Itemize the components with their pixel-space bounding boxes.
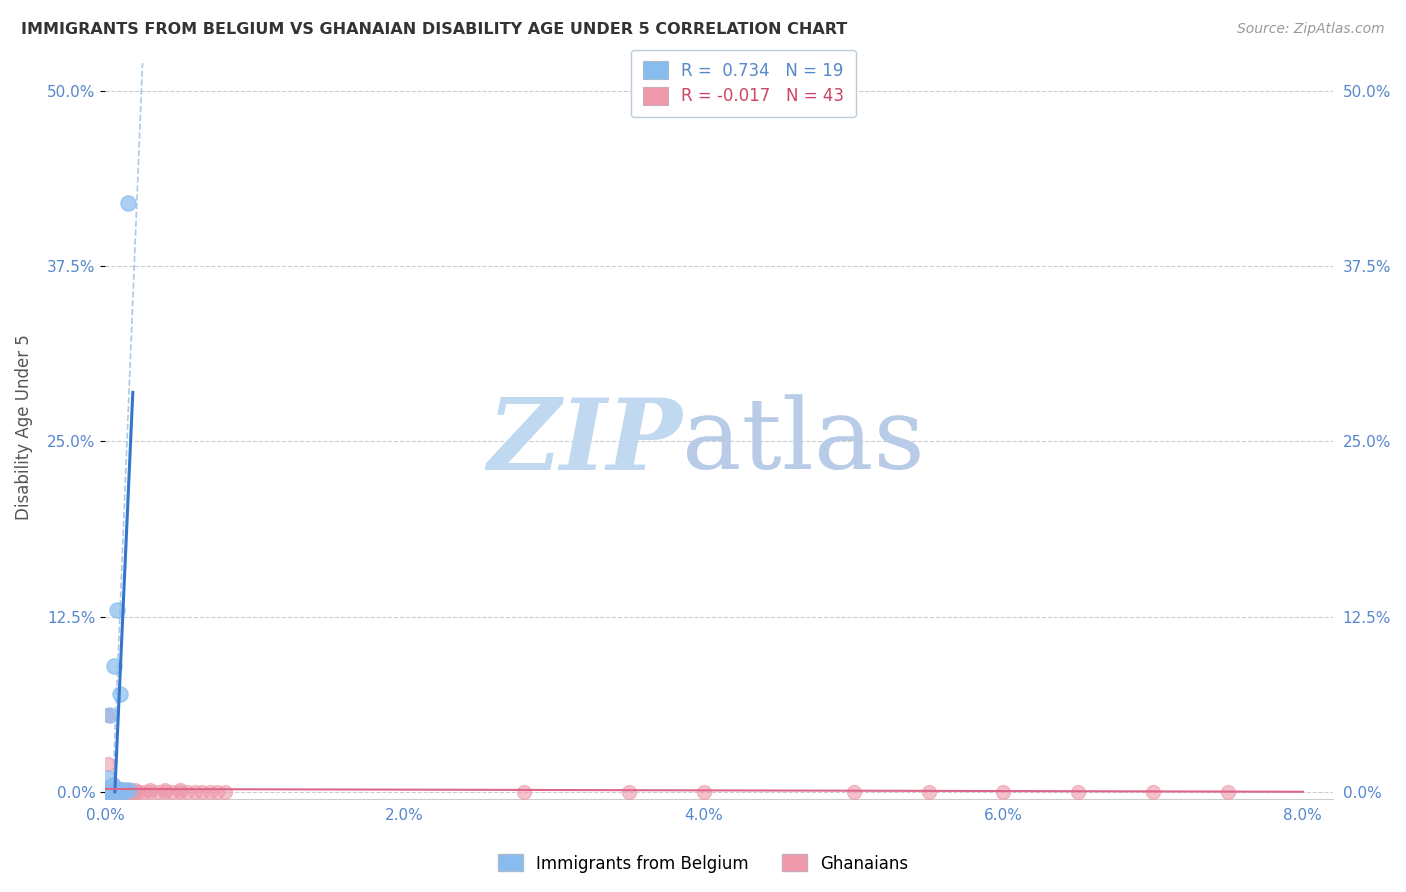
Point <box>98 785 121 799</box>
Point <box>131 785 153 799</box>
Point <box>100 785 122 799</box>
Point <box>97 785 120 799</box>
Point <box>103 658 125 673</box>
Point <box>97 771 120 785</box>
Point <box>169 785 191 799</box>
Point <box>110 785 132 799</box>
Point <box>153 783 176 797</box>
Point <box>118 785 141 799</box>
Point <box>191 785 214 799</box>
Point <box>101 778 124 792</box>
Point <box>124 785 146 799</box>
Point <box>127 785 149 799</box>
Point <box>117 196 139 211</box>
Point <box>1216 785 1239 799</box>
Point <box>124 783 146 797</box>
Point <box>112 785 135 799</box>
Point <box>107 785 129 799</box>
Point <box>176 785 198 799</box>
Point <box>110 783 132 797</box>
Point <box>153 785 176 799</box>
Point <box>98 707 121 722</box>
Point <box>103 785 125 799</box>
Text: IMMIGRANTS FROM BELGIUM VS GHANAIAN DISABILITY AGE UNDER 5 CORRELATION CHART: IMMIGRANTS FROM BELGIUM VS GHANAIAN DISA… <box>21 22 848 37</box>
Point <box>107 783 129 797</box>
Point <box>108 781 131 796</box>
Point <box>917 785 939 799</box>
Point <box>105 785 128 799</box>
Point <box>104 783 127 797</box>
Point <box>114 785 136 799</box>
Point <box>184 785 207 799</box>
Point <box>139 783 162 797</box>
Point <box>101 778 124 792</box>
Point <box>114 783 136 797</box>
Point <box>108 687 131 701</box>
Point <box>98 780 121 795</box>
Point <box>513 785 536 799</box>
Y-axis label: Disability Age Under 5: Disability Age Under 5 <box>15 334 32 520</box>
Point <box>105 602 128 616</box>
Text: ZIP: ZIP <box>486 394 682 491</box>
Point <box>842 785 865 799</box>
Text: Source: ZipAtlas.com: Source: ZipAtlas.com <box>1237 22 1385 37</box>
Point <box>146 785 169 799</box>
Point <box>96 780 118 795</box>
Point <box>693 785 716 799</box>
Point <box>207 785 229 799</box>
Point <box>1067 785 1090 799</box>
Legend: Immigrants from Belgium, Ghanaians: Immigrants from Belgium, Ghanaians <box>491 847 915 880</box>
Point <box>96 707 118 722</box>
Point <box>103 785 125 799</box>
Point <box>139 785 162 799</box>
Text: atlas: atlas <box>682 394 925 491</box>
Point <box>112 785 135 799</box>
Point <box>198 785 221 799</box>
Point <box>120 785 142 799</box>
Point <box>1142 785 1164 799</box>
Point <box>108 785 131 799</box>
Point <box>617 785 640 799</box>
Point <box>993 785 1015 799</box>
Point <box>100 781 122 796</box>
Point <box>118 783 141 797</box>
Point <box>169 783 191 797</box>
Legend: R =  0.734   N = 19, R = -0.017   N = 43: R = 0.734 N = 19, R = -0.017 N = 43 <box>631 50 856 117</box>
Point <box>117 783 139 797</box>
Point <box>162 785 184 799</box>
Point <box>214 785 236 799</box>
Point <box>121 785 143 799</box>
Point <box>97 756 120 771</box>
